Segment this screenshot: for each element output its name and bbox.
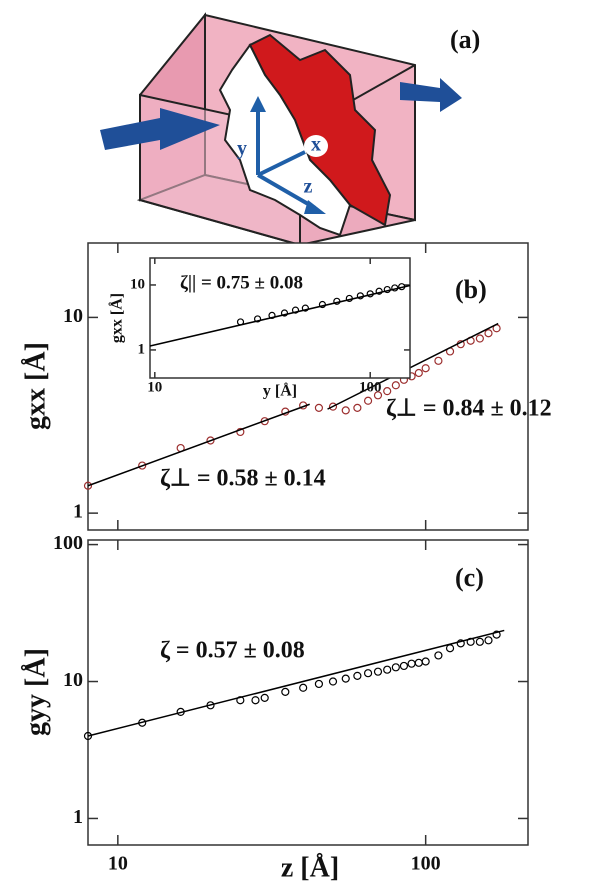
x-tick-label: 100 [359,379,382,395]
x-axis-label: y [Å] [263,382,297,400]
y-axis-label: gxx [Å] [20,342,51,430]
panel-label: (c) [455,563,484,592]
y-tick-label: 1 [138,341,146,357]
axis-letter: z [304,176,313,198]
panel-label: (a) [450,25,480,54]
x-tick-label: 10 [147,379,162,395]
x-tick-label: 100 [411,853,441,875]
y-tick-label: 1 [73,501,83,523]
x-axis-label: z [Å] [281,852,339,883]
x-tick-label: 10 [108,853,128,875]
annotation: ζ⊥ = 0.58 ± 0.14 [160,466,326,492]
y-tick-label: 10 [63,305,83,327]
y-axis-label: gyy [Å] [20,648,51,736]
axis-letter: x [311,134,321,156]
panel-a-illustration [100,15,462,245]
y-tick-label: 100 [53,532,83,554]
annotation: ζ|| = 0.75 ± 0.08 [180,272,303,293]
y-tick-label: 1 [73,806,83,828]
y-tick-label: 10 [63,669,83,691]
y-axis-label: gxx [Å] [108,293,126,343]
axis-letter: y [237,138,247,160]
figure: (a) x y z 1 10 ζ⊥ = 0.58 ± 0.14 ζ⊥ = 0.84 ±… [0,0,589,888]
annotation: ζ⊥ = 0.84 ± 0.12 [386,396,552,422]
annotation: ζ = 0.57 ± 0.08 [160,638,305,664]
panel-label: (b) [455,275,487,304]
y-tick-label: 10 [130,276,145,292]
